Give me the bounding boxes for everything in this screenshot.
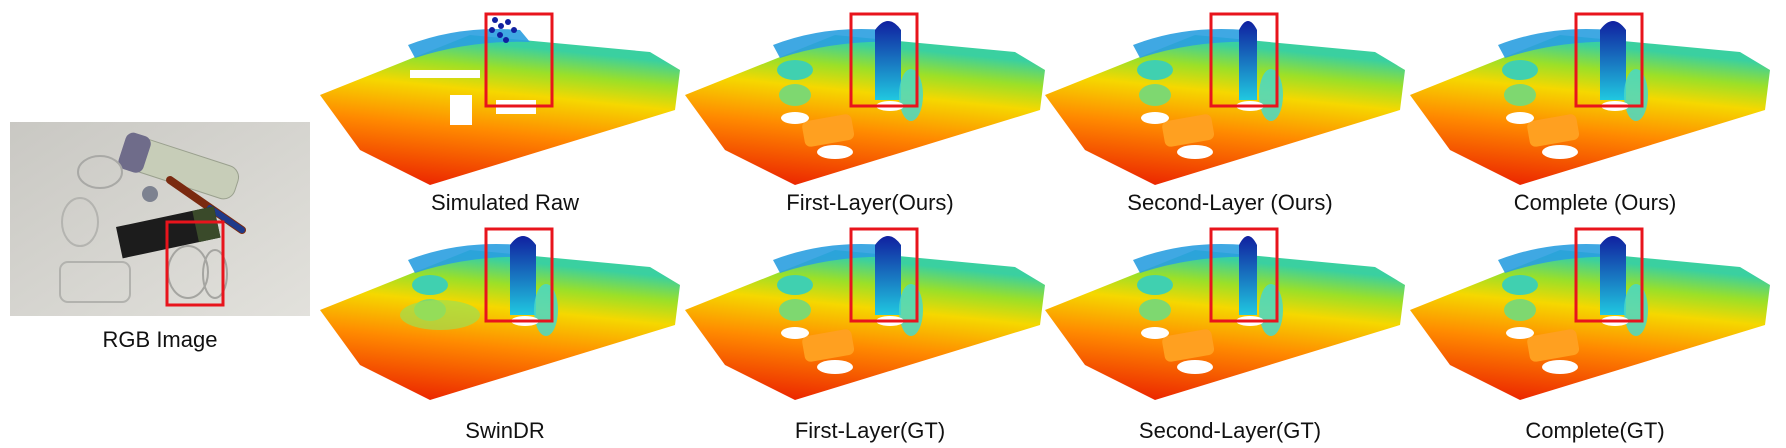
panel-caption: Second-Layer(GT) — [1138, 418, 1322, 443]
point-cloud-panel — [1410, 227, 1770, 400]
panel-caption: Simulated Raw — [431, 190, 579, 215]
panel-caption: Complete (Ours) — [1513, 190, 1677, 215]
point-cloud-panel — [1045, 227, 1405, 400]
panel-caption: SwinDR — [465, 418, 545, 443]
panel-caption: Second-Layer (Ours) — [1127, 190, 1333, 215]
rgb-image-caption: RGB Image — [102, 327, 218, 352]
panel-caption: First-Layer(GT) — [794, 418, 946, 443]
point-cloud-panel — [320, 12, 680, 185]
point-cloud-panel — [1410, 12, 1770, 185]
point-cloud-panel — [685, 227, 1045, 400]
panel-caption: First-Layer(Ours) — [786, 190, 954, 215]
point-cloud-panel — [320, 227, 680, 400]
panel-caption: Complete(GT) — [1525, 418, 1665, 443]
rgb-image — [10, 122, 310, 316]
point-cloud-panel — [685, 12, 1045, 185]
point-cloud-panel — [1045, 12, 1405, 185]
